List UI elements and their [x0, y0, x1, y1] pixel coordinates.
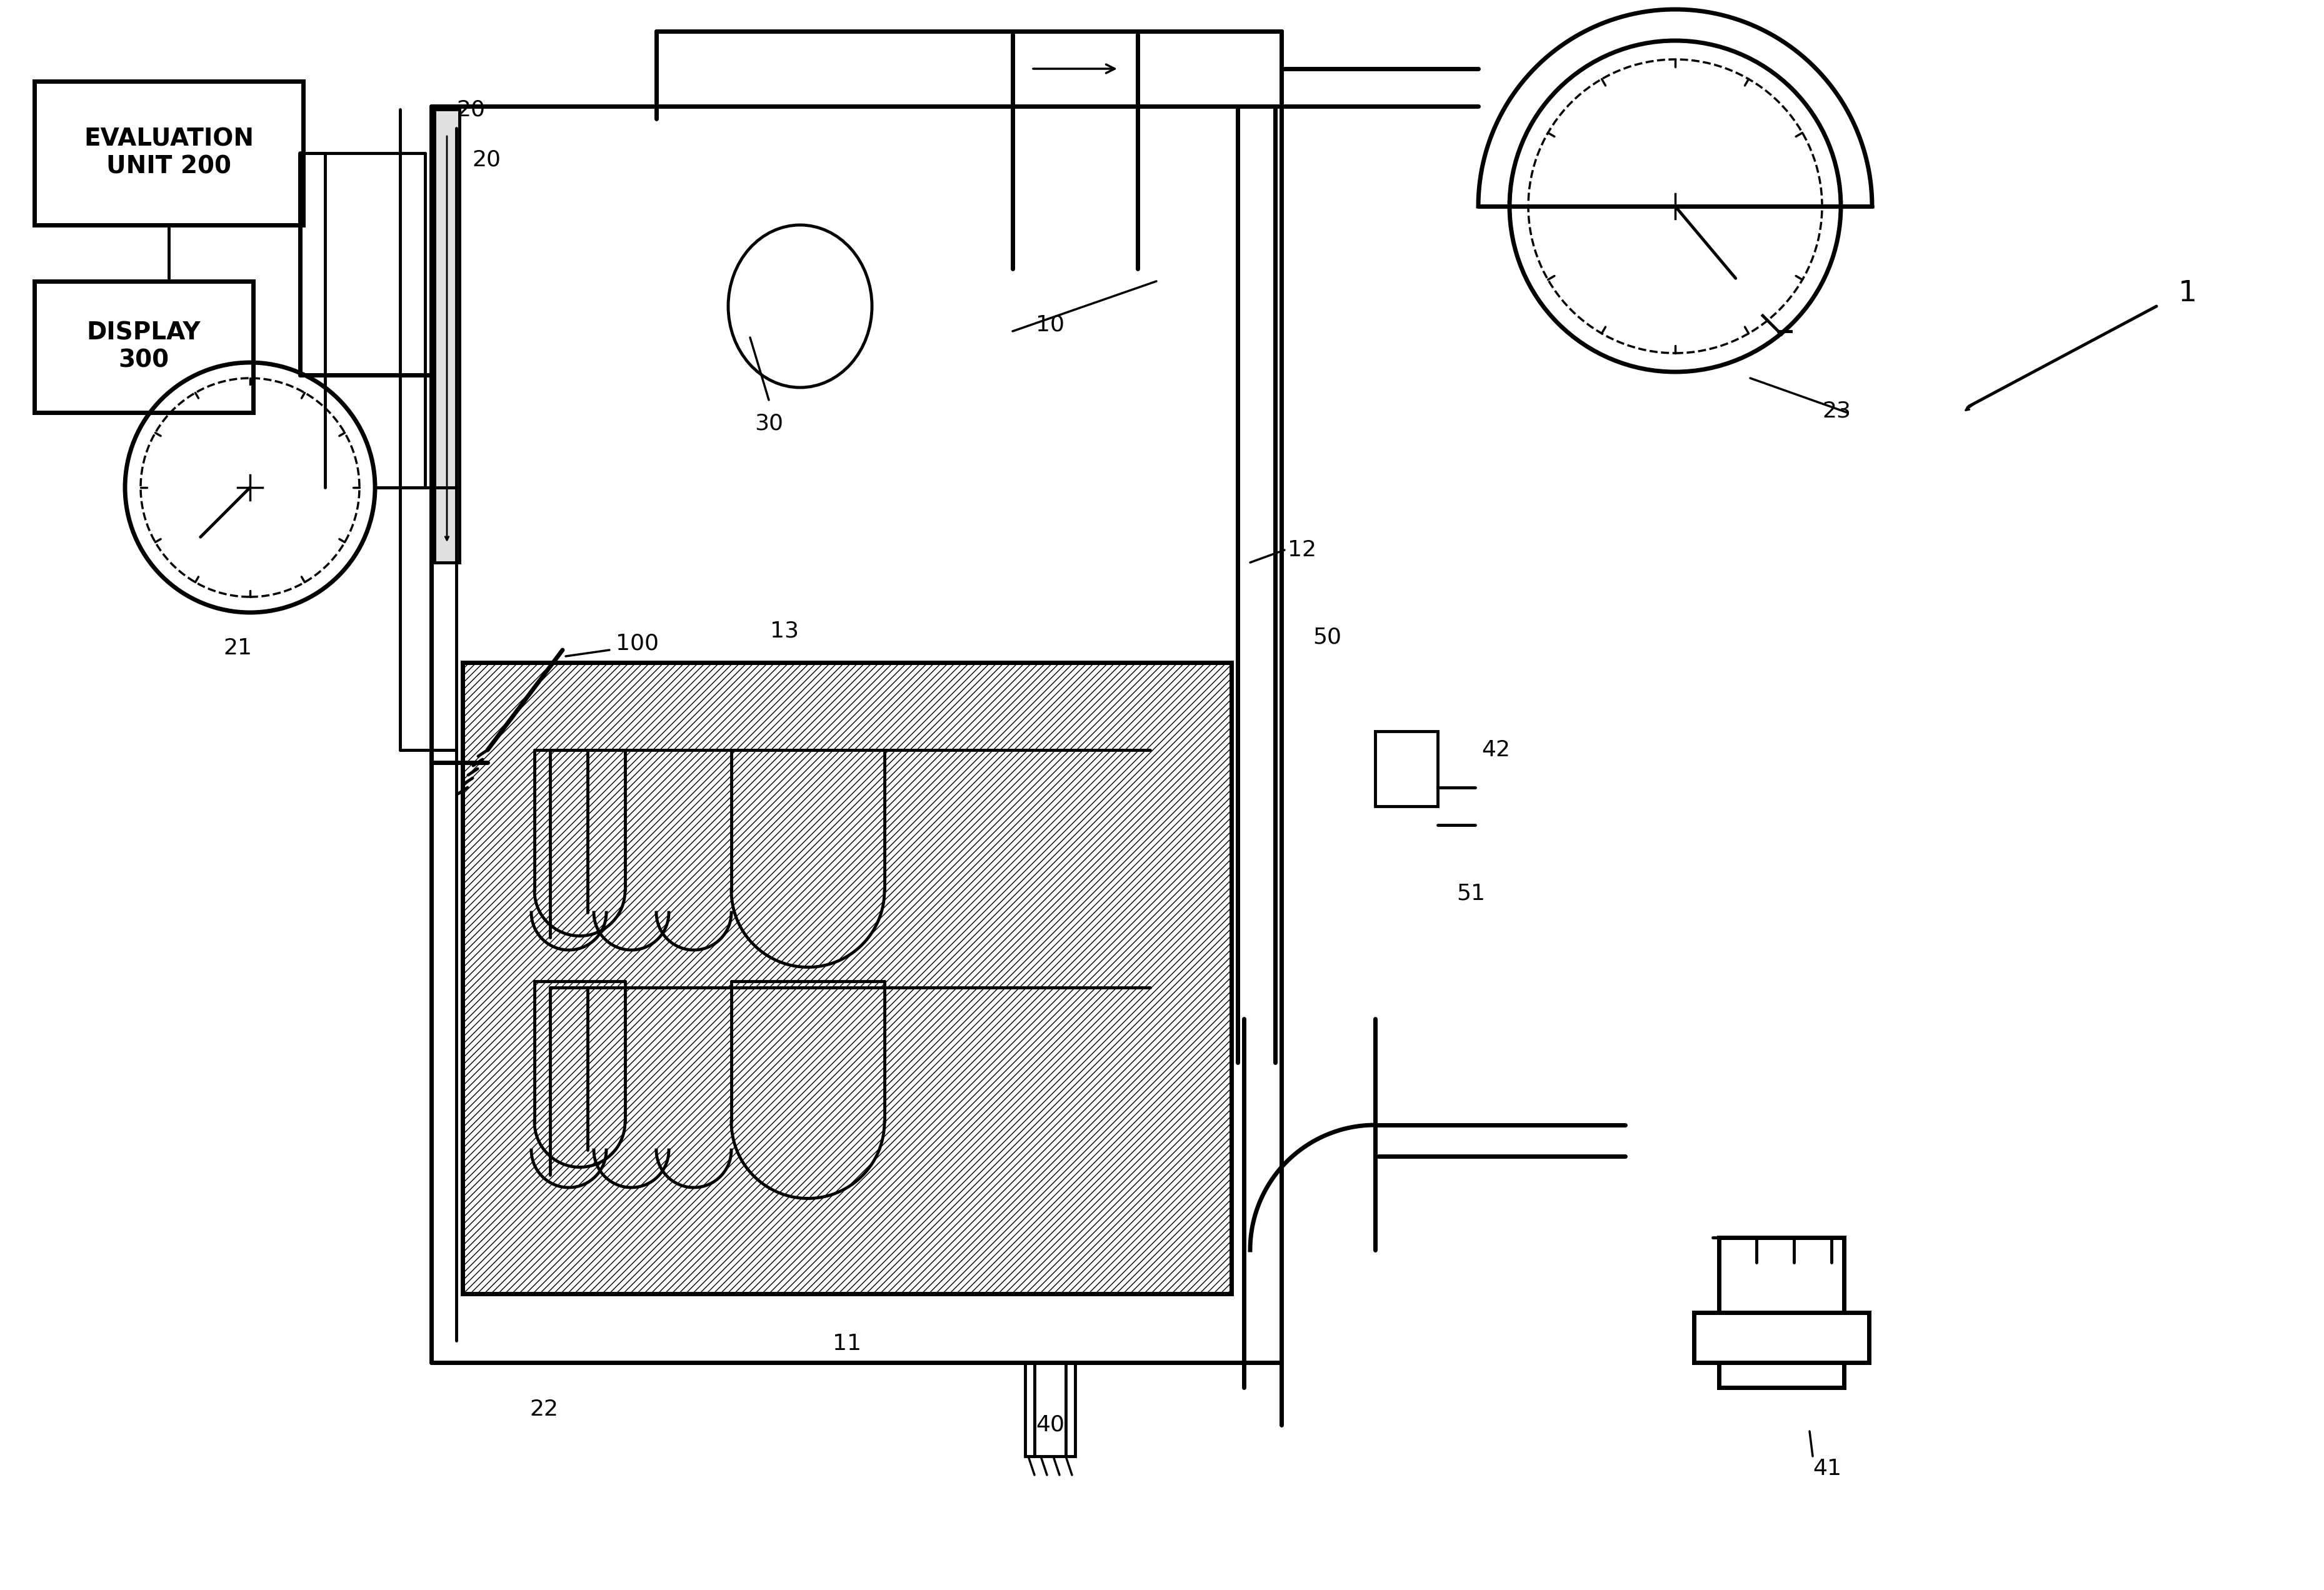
- Text: 51: 51: [1457, 882, 1485, 905]
- Text: 12: 12: [1287, 539, 1315, 561]
- Bar: [1025, 1363, 1076, 1456]
- Text: 20: 20: [472, 149, 500, 170]
- Text: 23: 23: [1822, 401, 1850, 421]
- Bar: [35, 281, 253, 412]
- Ellipse shape: [727, 226, 872, 388]
- Text: DISPLAY
300: DISPLAY 300: [86, 321, 200, 372]
- Text: 50: 50: [1313, 626, 1341, 649]
- Text: 30: 30: [755, 412, 783, 434]
- Text: 11: 11: [832, 1332, 862, 1355]
- Text: 40: 40: [1037, 1415, 1064, 1436]
- Bar: [1720, 1237, 1843, 1388]
- Text: 13: 13: [769, 620, 799, 642]
- Bar: [35, 81, 302, 226]
- Bar: [462, 663, 1232, 1294]
- Text: 1: 1: [2178, 280, 2196, 308]
- Text: 42: 42: [1480, 739, 1511, 760]
- Text: 20: 20: [456, 99, 486, 119]
- Text: EVALUATION
UNIT 200: EVALUATION UNIT 200: [84, 127, 253, 178]
- Text: 10: 10: [1037, 315, 1064, 335]
- Bar: [1694, 1312, 1868, 1363]
- Text: 21: 21: [223, 638, 251, 658]
- Text: 22: 22: [530, 1399, 558, 1420]
- Bar: [462, 663, 1232, 1294]
- Text: 41: 41: [1813, 1458, 1841, 1479]
- Bar: [435, 110, 460, 563]
- Text: 100: 100: [616, 633, 660, 655]
- Bar: [1376, 731, 1439, 806]
